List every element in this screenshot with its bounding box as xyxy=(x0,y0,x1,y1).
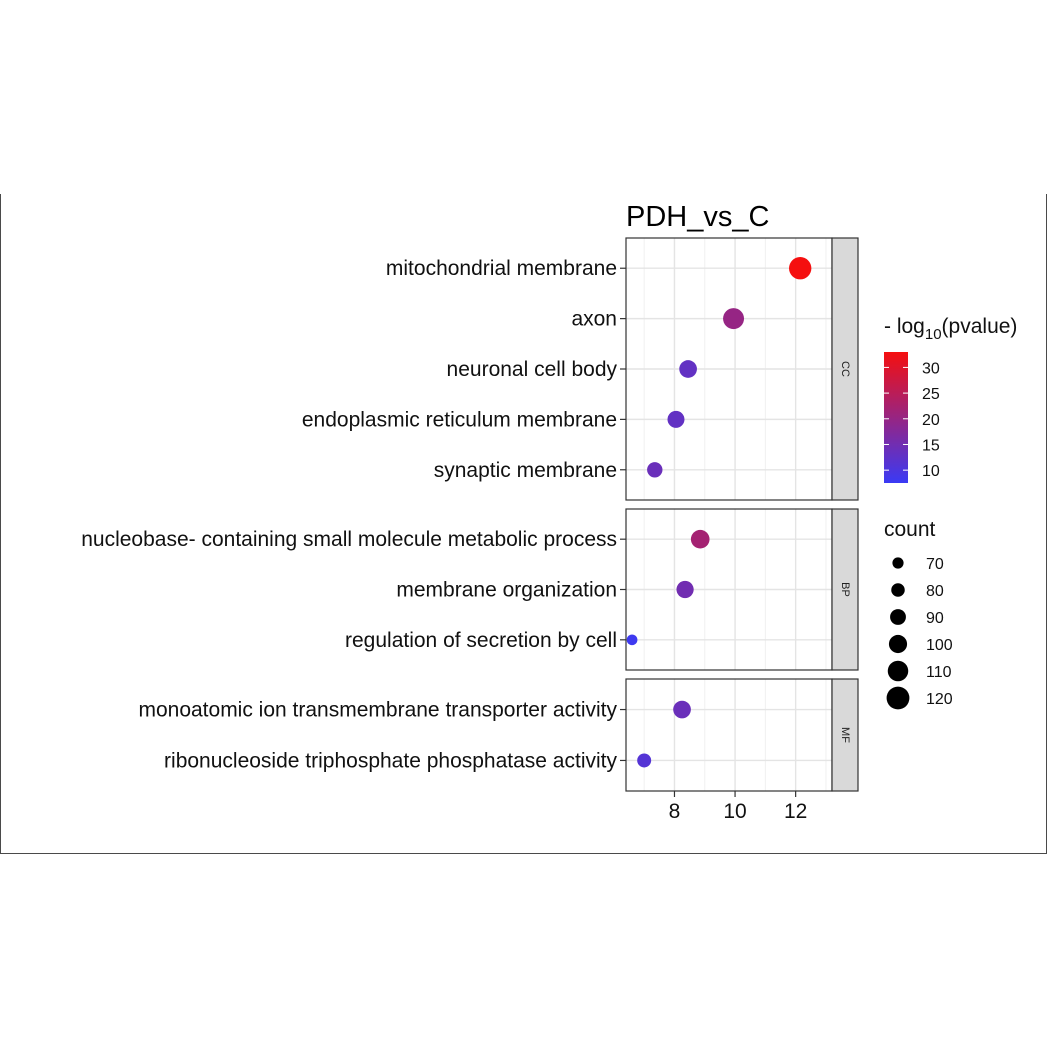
size-legend-dot xyxy=(890,609,906,625)
panel-background xyxy=(626,679,832,791)
size-legend-label: 120 xyxy=(926,691,953,708)
term-label: neuronal cell body xyxy=(447,358,618,381)
term-label: synaptic membrane xyxy=(434,459,617,482)
data-point xyxy=(626,634,638,646)
data-point xyxy=(789,257,812,280)
colorbar xyxy=(884,352,908,483)
term-label: monoatomic ion transmembrane transporter… xyxy=(138,699,617,722)
size-legend-label: 80 xyxy=(926,583,944,600)
colorbar-tick-label: 30 xyxy=(922,360,940,377)
data-point xyxy=(667,410,685,428)
data-point xyxy=(647,462,663,478)
term-label: membrane organization xyxy=(396,579,617,602)
size-legend-label: 90 xyxy=(926,610,944,627)
data-point xyxy=(690,529,710,549)
term-label: ribonucleoside triphosphate phosphatase … xyxy=(164,749,617,772)
size-legend-title: count xyxy=(884,518,936,541)
facet-strip xyxy=(831,508,859,671)
term-label: nucleobase- containing small molecule me… xyxy=(81,528,617,551)
size-legend-dot xyxy=(891,583,905,597)
facet-panel-bp: nucleobase- containing small molecule me… xyxy=(81,508,859,671)
facet-panel-cc: mitochondrial membrane axon neuronal cell … xyxy=(302,237,859,501)
size-legend-label: 100 xyxy=(926,637,953,654)
data-point xyxy=(637,753,652,768)
x-tick-label: 8 xyxy=(669,800,681,823)
term-label: axon xyxy=(571,308,617,331)
colorbar-tick-label: 25 xyxy=(922,386,940,403)
size-legend-dot xyxy=(888,634,908,654)
facet-strip-label: BP xyxy=(839,582,851,597)
term-label: regulation of secretion by cell xyxy=(345,629,617,652)
colorbar-tick-label: 10 xyxy=(922,463,940,480)
data-point xyxy=(679,360,697,378)
data-point xyxy=(673,700,691,719)
facet-strip xyxy=(831,678,859,792)
size-legend-label: 110 xyxy=(926,664,952,681)
facet-strip xyxy=(831,237,859,501)
colorbar-tick-label: 20 xyxy=(922,412,940,429)
data-point xyxy=(723,308,745,330)
legend: - log10(pvalue) 30 25 20 15 10 count 70 80 90 100 1… xyxy=(884,315,1017,710)
size-legend-dot xyxy=(887,660,909,682)
x-tick-label: 10 xyxy=(723,800,746,823)
figure-frame xyxy=(0,194,1047,854)
x-tick-label: 12 xyxy=(784,800,807,823)
size-legend-dot xyxy=(886,686,910,710)
facet-panels: mitochondrial membrane axon neuronal cell … xyxy=(81,237,859,823)
color-legend-title: - log10(pvalue) xyxy=(884,315,1017,343)
size-legend-dot xyxy=(892,557,904,569)
term-label: endoplasmic reticulum membrane xyxy=(302,408,617,431)
chart-title: PDH_vs_C xyxy=(626,201,769,233)
term-label: mitochondrial membrane xyxy=(386,257,617,280)
facet-strip-label: MF xyxy=(839,727,851,743)
data-point xyxy=(676,580,694,599)
facet-strip-label: CC xyxy=(839,361,851,377)
colorbar-tick-label: 15 xyxy=(922,437,940,454)
size-legend-label: 70 xyxy=(926,556,944,573)
facet-panel-mf: monoatomic ion transmembrane transporter… xyxy=(138,678,859,792)
